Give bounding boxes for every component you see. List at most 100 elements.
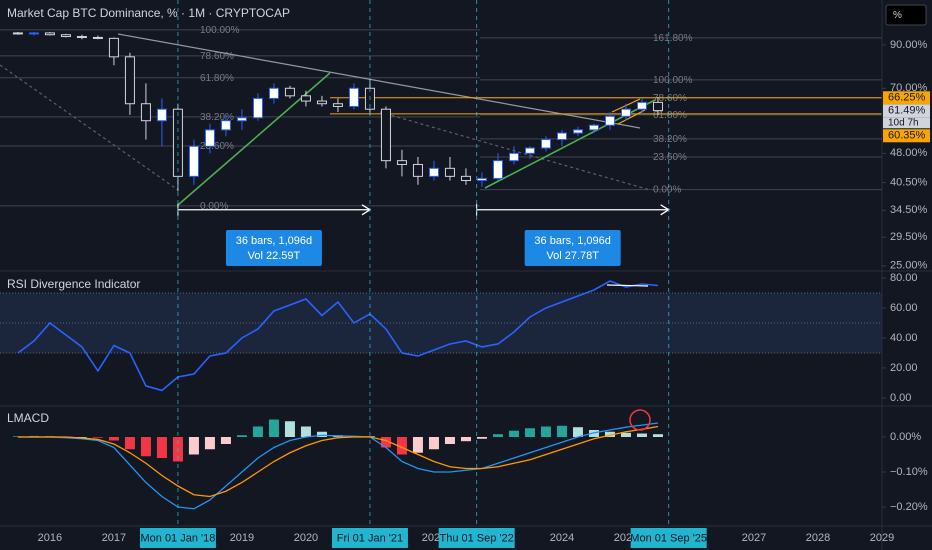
x-tick-label: 2020 bbox=[294, 532, 318, 544]
candle-body bbox=[204, 129, 215, 147]
histogram-bar bbox=[524, 428, 535, 437]
histogram-bar bbox=[108, 436, 119, 441]
candle-body bbox=[396, 160, 407, 165]
histogram-bar bbox=[92, 436, 103, 438]
candle-body bbox=[124, 56, 135, 105]
macd-line bbox=[17, 422, 659, 510]
candle-body bbox=[300, 95, 311, 102]
measure-text: 36 bars, 1,096d bbox=[534, 235, 610, 247]
y-tick-label: 29.50% bbox=[890, 231, 928, 243]
x-tick-label: 2017 bbox=[102, 532, 126, 544]
fib-label: 23.60% bbox=[200, 141, 234, 152]
histogram-bar bbox=[236, 435, 247, 437]
price-badge-label: 61.49% bbox=[888, 105, 926, 117]
date-marker-label: Mon 01 Sep '25 bbox=[630, 532, 707, 544]
y-tick-label: 0.00% bbox=[890, 431, 921, 443]
signal-line bbox=[17, 425, 659, 498]
date-marker-badge bbox=[438, 528, 515, 548]
highlight-circle bbox=[629, 409, 651, 431]
y-tick-label: 25.00% bbox=[890, 260, 928, 272]
candle-body bbox=[588, 124, 599, 131]
price-badge bbox=[883, 129, 930, 143]
histogram-bar bbox=[620, 432, 631, 437]
date-marker-badge bbox=[630, 528, 707, 548]
x-tick-label: 2016 bbox=[38, 532, 62, 544]
x-tick-label: 2019 bbox=[230, 532, 254, 544]
candle-body bbox=[44, 32, 55, 36]
candle-body bbox=[572, 129, 583, 134]
candle-body bbox=[508, 152, 519, 162]
date-marker-label: Thu 01 Sep '22 bbox=[440, 532, 514, 544]
measure-box bbox=[524, 230, 621, 266]
measure-volume: Vol 27.78T bbox=[546, 250, 599, 262]
histogram-bar bbox=[316, 431, 327, 437]
fib-label: 38.20% bbox=[653, 134, 687, 145]
fib-label: 0.00% bbox=[200, 201, 228, 212]
fib-label: 61.80% bbox=[653, 110, 687, 121]
x-tick-label: 2024 bbox=[550, 532, 574, 544]
candle-body bbox=[316, 100, 327, 105]
candle-body bbox=[156, 108, 167, 122]
candle-body bbox=[284, 87, 295, 97]
x-tick-label: 2029 bbox=[870, 532, 894, 544]
price-badge bbox=[883, 91, 930, 105]
fib-label: 100.00% bbox=[653, 75, 693, 86]
fib-label: 38.20% bbox=[200, 112, 234, 123]
fib-label: 78.60% bbox=[200, 51, 234, 62]
x-tick-label: 2028 bbox=[806, 532, 830, 544]
candle-body bbox=[236, 117, 247, 122]
panel-title: RSI Divergence Indicator bbox=[7, 277, 140, 291]
candle-body bbox=[188, 145, 199, 177]
candle-body bbox=[220, 120, 231, 131]
histogram-bar bbox=[476, 436, 487, 439]
candle-body bbox=[348, 87, 359, 107]
rsi-line bbox=[17, 280, 659, 392]
fib-label: 0.00% bbox=[653, 185, 681, 196]
date-marker-badge bbox=[139, 528, 216, 548]
y-tick-label: 90.00% bbox=[890, 39, 928, 51]
histogram-bar bbox=[252, 426, 263, 437]
histogram-bar bbox=[188, 436, 199, 455]
candle-body bbox=[268, 87, 279, 99]
candle-body bbox=[172, 108, 183, 177]
candle-body bbox=[460, 175, 471, 182]
histogram-bar bbox=[652, 434, 663, 437]
fib-label: 23.60% bbox=[653, 152, 687, 163]
y-tick-label: 80.00 bbox=[890, 272, 918, 284]
y-tick-label: 20.00 bbox=[890, 362, 918, 374]
candle-body bbox=[332, 103, 343, 107]
histogram-bar bbox=[396, 436, 407, 455]
scale-button[interactable] bbox=[885, 4, 927, 26]
candle-body bbox=[412, 163, 423, 177]
y-tick-label: 0.00 bbox=[890, 392, 911, 404]
histogram-bar bbox=[444, 436, 455, 444]
histogram-bar bbox=[156, 436, 167, 459]
candle-body bbox=[60, 34, 71, 38]
histogram-bar bbox=[124, 436, 135, 450]
countdown-badge bbox=[883, 117, 930, 129]
histogram-bar bbox=[460, 436, 471, 442]
x-tick-label: 2027 bbox=[742, 532, 766, 544]
date-marker-badge bbox=[331, 528, 408, 548]
price-badge-label: 60.35% bbox=[888, 130, 926, 142]
candle-body bbox=[444, 167, 455, 177]
candle-body bbox=[12, 32, 23, 35]
candle-body bbox=[428, 167, 439, 177]
y-tick-label: 48.00% bbox=[890, 147, 928, 159]
y-tick-label: 34.50% bbox=[890, 204, 928, 216]
candle-body bbox=[252, 97, 263, 119]
measure-volume: Vol 22.59T bbox=[248, 250, 301, 262]
histogram-bar bbox=[556, 425, 567, 437]
histogram-bar bbox=[268, 419, 279, 437]
candle-body bbox=[140, 103, 151, 122]
candle-body bbox=[540, 139, 551, 149]
histogram-bar bbox=[412, 436, 423, 453]
histogram-bar bbox=[428, 436, 439, 450]
histogram-bar bbox=[380, 436, 391, 448]
y-tick-label: −0.20% bbox=[890, 501, 928, 513]
histogram-bar bbox=[492, 434, 503, 437]
histogram-bar bbox=[572, 427, 583, 437]
channel-line bbox=[617, 109, 646, 125]
date-marker-label: Fri 01 Jan '21 bbox=[337, 532, 403, 544]
scale-button-label[interactable]: % bbox=[893, 10, 902, 21]
